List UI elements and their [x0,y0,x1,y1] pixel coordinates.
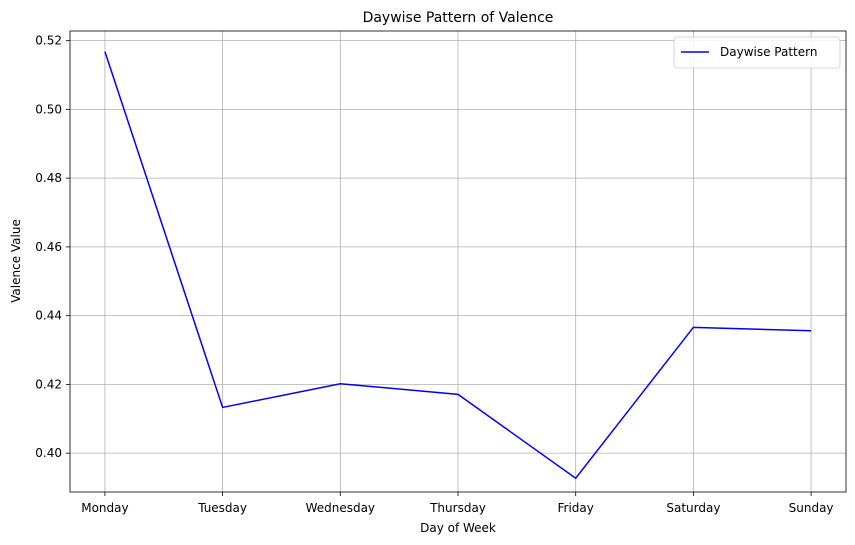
legend-box [673,36,841,69]
x-tick-label: Wednesday [306,501,375,515]
series-layer [104,51,812,480]
x-tick-label: Sunday [789,501,834,515]
x-tick-label: Saturday [666,501,720,515]
x-axis-label: Day of Week [420,521,496,535]
legend-label: Daywise Pattern [720,45,817,59]
chart-title: Daywise Pattern of Valence [363,10,554,26]
y-axis-label: Valence Value [9,219,23,303]
legend: Daywise Pattern [673,36,841,69]
x-tick-label: Thursday [429,501,486,515]
axis-ticks: Monday Tuesday Wednesday Thursday Friday Satu… [35,34,833,515]
x-tick-label: Friday [558,501,594,515]
x-tick-label: Tuesday [197,501,247,515]
y-tick-label: 0.48 [35,171,62,185]
series-line [104,51,812,480]
y-tick-label: 0.52 [35,34,62,48]
y-tick-label: 0.50 [35,102,62,116]
y-tick-label: 0.46 [35,240,62,254]
grid-lines [70,31,846,492]
x-tick-label: Monday [81,501,128,515]
y-tick-label: 0.44 [35,309,62,323]
y-tick-label: 0.40 [35,446,62,460]
y-tick-label: 0.42 [35,377,62,391]
